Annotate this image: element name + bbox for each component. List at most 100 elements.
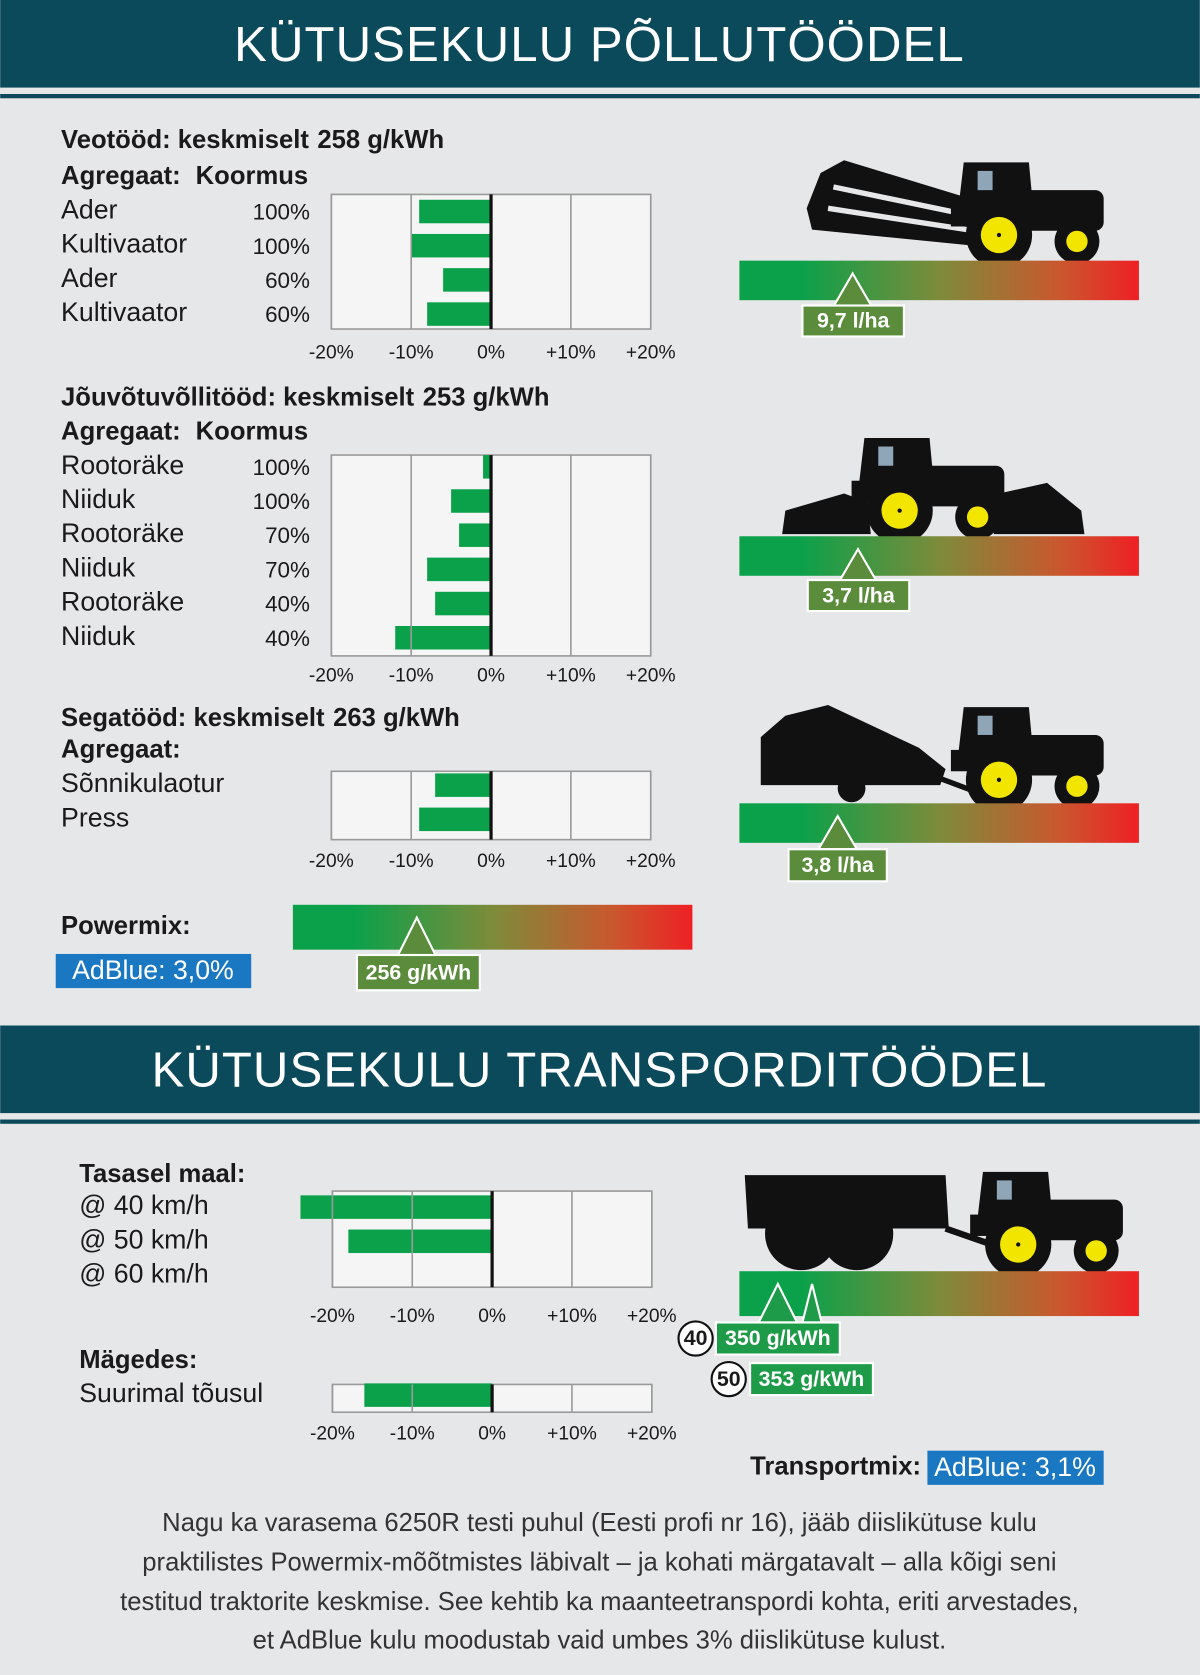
adblue-label: AdBlue: 3,0% bbox=[72, 955, 234, 985]
chart-title: Tasasel maal: bbox=[79, 1160, 245, 1188]
speed-badge bbox=[677, 1320, 714, 1357]
footnote-line: Nagu ka varasema 6250R testi puhul (Eest… bbox=[162, 1509, 1037, 1537]
load-label: 40% bbox=[265, 626, 310, 651]
category-label: Press bbox=[61, 802, 129, 832]
x-tick-label: +10% bbox=[547, 1306, 597, 1327]
column-header: Agregaat: bbox=[61, 736, 181, 764]
x-tick-label: -20% bbox=[309, 851, 354, 872]
bar bbox=[443, 268, 492, 292]
x-tick-label: +10% bbox=[546, 665, 596, 686]
footnote-line: praktilistes Powermix-mõõtmistes läbival… bbox=[142, 1549, 1056, 1577]
gauge-bar bbox=[292, 904, 693, 950]
x-tick-label: -20% bbox=[309, 665, 354, 686]
title-text: Tasasel maal: bbox=[79, 1160, 245, 1188]
bar bbox=[419, 807, 492, 832]
category-label: Rootoräke bbox=[61, 587, 184, 617]
footnote-line: testitud traktorite keskmise. See kehtib… bbox=[120, 1588, 1079, 1616]
load-label: 100% bbox=[253, 455, 310, 480]
gauge-label-box bbox=[355, 953, 481, 992]
category-label: Niiduk bbox=[61, 552, 136, 582]
gauge-label-box bbox=[714, 1321, 841, 1356]
x-tick-label: +20% bbox=[626, 851, 676, 872]
x-tick-label: -10% bbox=[390, 1306, 435, 1327]
trailer-tractor bbox=[744, 1171, 1123, 1278]
category-label: Kultivaator bbox=[61, 297, 187, 327]
adblue-box bbox=[927, 1450, 1104, 1485]
bar bbox=[300, 1195, 493, 1219]
load-label: 100% bbox=[253, 200, 310, 225]
bar bbox=[459, 523, 492, 547]
x-tick-label: +20% bbox=[627, 1306, 677, 1327]
x-tick-label: -10% bbox=[390, 1424, 435, 1445]
gauge-label: 353 g/kWh bbox=[759, 1367, 865, 1391]
gauge-label-box bbox=[749, 1362, 875, 1397]
gauge-bar bbox=[739, 536, 1139, 576]
load-label: 70% bbox=[265, 557, 310, 582]
bar bbox=[435, 773, 492, 797]
column-header: Agregaat: bbox=[61, 417, 181, 445]
x-tick-label: 0% bbox=[477, 343, 505, 364]
gauge-label: 256 g/kWh bbox=[366, 960, 472, 984]
category-label: Ader bbox=[61, 263, 117, 293]
load-label: 100% bbox=[253, 489, 310, 514]
category-label: Niiduk bbox=[61, 621, 136, 651]
section-title: KÜTUSEKULU TRANSPORDITÖÖDEL bbox=[151, 1044, 1047, 1098]
title-value: 258 g/kWh bbox=[317, 126, 444, 154]
category-label: @ 60 km/h bbox=[79, 1259, 208, 1289]
load-label: 40% bbox=[265, 592, 310, 617]
chart-title: Mägedes: bbox=[79, 1346, 197, 1374]
bar bbox=[483, 455, 492, 479]
gauge-label-box bbox=[787, 848, 888, 883]
x-tick-label: -10% bbox=[389, 665, 434, 686]
speed-badge bbox=[710, 1360, 747, 1398]
x-tick-label: +20% bbox=[626, 343, 676, 364]
x-tick-label: +20% bbox=[627, 1424, 677, 1445]
x-tick-label: -20% bbox=[309, 343, 354, 364]
title-value: 253 g/kWh bbox=[423, 383, 550, 411]
adblue-label: AdBlue: 3,1% bbox=[934, 1452, 1096, 1482]
category-label: Niiduk bbox=[61, 484, 136, 514]
plow-tractor bbox=[806, 160, 1104, 269]
title-value: 263 g/kWh bbox=[333, 704, 460, 732]
gauge-bar bbox=[739, 260, 1139, 301]
x-tick-label: -10% bbox=[389, 851, 434, 872]
x-tick-label: +10% bbox=[546, 343, 596, 364]
bar bbox=[419, 199, 492, 224]
load-label: 60% bbox=[265, 302, 310, 327]
column-header: Koormus bbox=[196, 417, 308, 445]
category-label: @ 40 km/h bbox=[79, 1190, 208, 1220]
x-tick-label: +10% bbox=[546, 851, 596, 872]
header-rule bbox=[0, 94, 1200, 99]
category-label: Ader bbox=[61, 195, 117, 225]
category-label: Rootoräke bbox=[61, 450, 184, 480]
header-rule bbox=[0, 1119, 1200, 1124]
gauge-bar bbox=[739, 1271, 1139, 1317]
gauge-label: 3,8 l/ha bbox=[801, 853, 875, 877]
load-label: 60% bbox=[265, 268, 310, 293]
x-tick-label: 0% bbox=[477, 665, 505, 686]
load-label: 70% bbox=[265, 523, 310, 548]
x-tick-label: -20% bbox=[310, 1306, 355, 1327]
bar bbox=[451, 489, 492, 513]
chart-title: Segatööd: keskmiselt 263 g/kWh bbox=[61, 704, 460, 732]
title-text: Segatööd: keskmiselt bbox=[61, 704, 325, 732]
gauge-bar bbox=[739, 803, 1139, 843]
column-header: Agregaat: bbox=[61, 162, 181, 190]
category-label: Suurimal tõusul bbox=[79, 1378, 263, 1408]
x-tick-label: 0% bbox=[477, 851, 505, 872]
category-label: @ 50 km/h bbox=[79, 1224, 208, 1254]
bar bbox=[427, 302, 492, 326]
footnote-line: et AdBlue kulu moodustab vaid umbes 3% d… bbox=[253, 1627, 947, 1655]
title-text: Mägedes: bbox=[79, 1346, 197, 1374]
gauge-label-box bbox=[806, 578, 911, 613]
speed-label: 40 bbox=[684, 1326, 708, 1350]
bar bbox=[427, 557, 492, 582]
bar bbox=[348, 1229, 493, 1254]
gauge-label: 3,7 l/ha bbox=[822, 583, 896, 607]
x-tick-label: 0% bbox=[478, 1424, 506, 1445]
load-label: 100% bbox=[253, 234, 310, 259]
gauge-label-box bbox=[801, 304, 905, 338]
header-band bbox=[0, 0, 1200, 88]
header-band bbox=[0, 1025, 1200, 1114]
